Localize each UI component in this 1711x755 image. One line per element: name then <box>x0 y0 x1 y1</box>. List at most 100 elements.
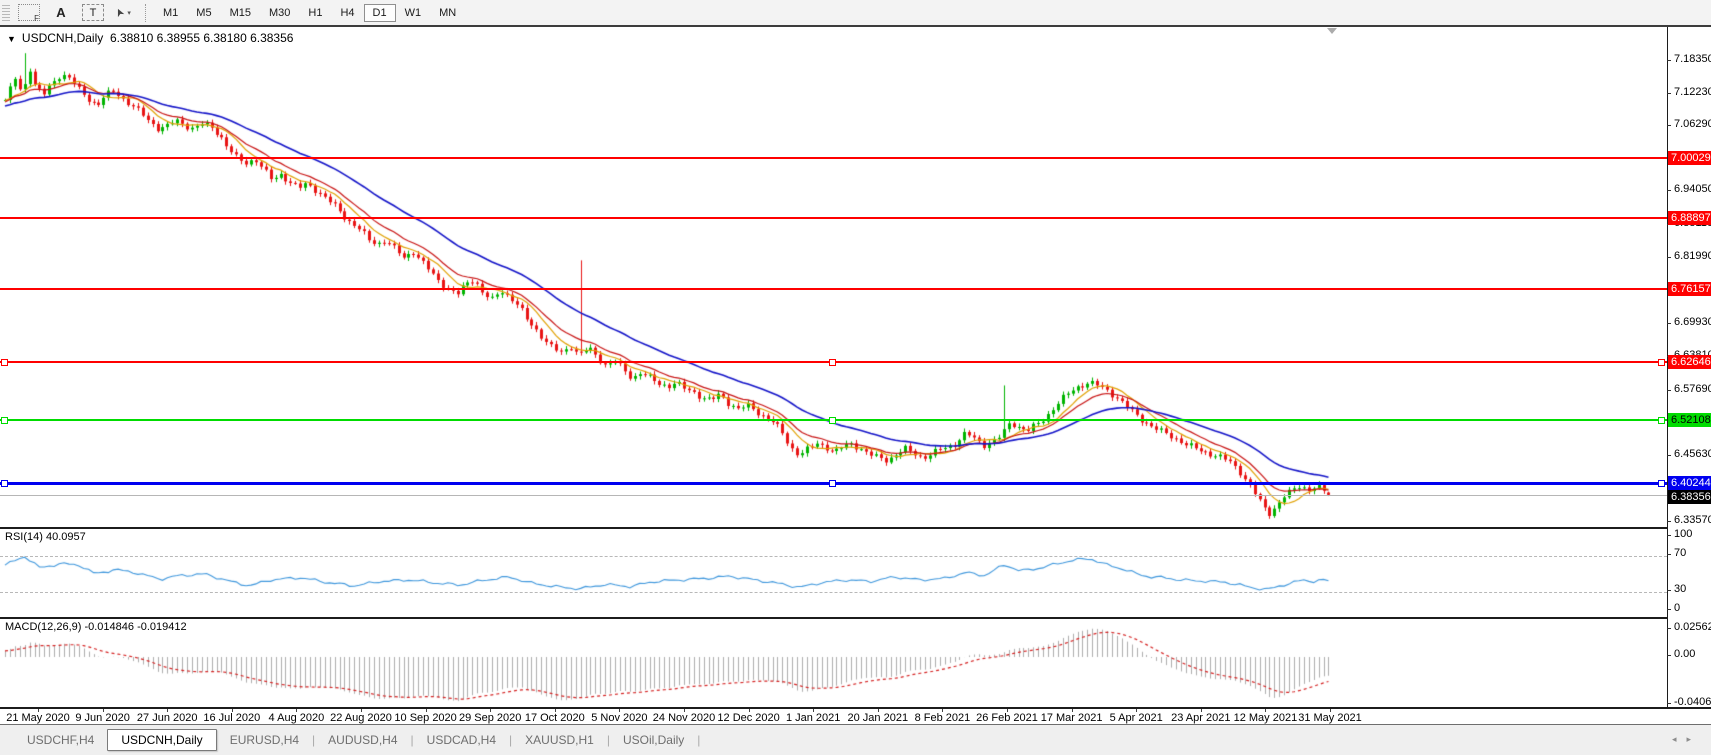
cursor-tool-button[interactable]: ➤ ▾ <box>109 3 137 23</box>
price-flag-7.00029: 7.00029 <box>1668 151 1711 165</box>
hline-handle[interactable] <box>829 480 836 487</box>
rsi-tick-label: 30 <box>1674 583 1687 595</box>
date-label: 10 Sep 2020 <box>394 712 457 724</box>
date-label: 5 Apr 2021 <box>1109 712 1163 724</box>
hline-handle[interactable] <box>829 417 836 424</box>
price-tick-dash <box>1667 390 1671 391</box>
value-axis[interactable]: 7.183507.122307.062906.940506.881106.819… <box>1667 27 1711 708</box>
rsi-tick-label: 0 <box>1674 602 1681 614</box>
date-label: 23 Apr 2021 <box>1171 712 1231 724</box>
hline-handle[interactable] <box>1 417 8 424</box>
last-price-flag: 6.38356 <box>1668 490 1711 504</box>
tab-audusd-h4[interactable]: AUDUSD,H4 <box>328 733 398 747</box>
price-flag-6.88897: 6.88897 <box>1668 211 1711 225</box>
date-tick <box>1136 709 1138 712</box>
date-tick <box>1071 709 1073 712</box>
price-chart-pane: ▼ USDCNH,Daily 6.38810 6.38955 6.38180 6.… <box>0 27 1667 527</box>
hline-6.76157[interactable] <box>0 288 1667 290</box>
price-tick-dash <box>1667 60 1671 61</box>
price-tick-label: 7.18350 <box>1674 53 1711 65</box>
rsi-canvas[interactable] <box>0 529 1667 617</box>
rsi-tick-label: 100 <box>1674 528 1693 540</box>
macd-tick-dash <box>1667 655 1671 656</box>
chart-shift-marker[interactable] <box>1327 28 1337 34</box>
price-tick-label: 6.57690 <box>1674 383 1711 395</box>
hline-handle[interactable] <box>1658 359 1665 366</box>
toolbar: F A T ➤ ▾ M1 M5 M15 M30 H1 H4 D1 W1 MN <box>0 0 1711 27</box>
price-tick-label: 6.69930 <box>1674 316 1711 328</box>
f-grid-icon[interactable]: F <box>18 4 40 23</box>
timeframe-mn[interactable]: MN <box>439 6 457 19</box>
date-tick <box>942 709 944 712</box>
date-label: 4 Aug 2020 <box>268 712 325 724</box>
tab-usdcnh-daily[interactable]: USDCNH,Daily <box>107 729 217 751</box>
date-label: 27 Jun 2020 <box>136 712 198 724</box>
hline-handle[interactable] <box>829 359 836 366</box>
timeframe-m1[interactable]: M1 <box>163 6 179 19</box>
price-chart-canvas[interactable] <box>0 27 1667 527</box>
collapse-triangle-icon[interactable]: ▼ <box>7 34 16 44</box>
date-label: 9 Jun 2020 <box>75 712 130 724</box>
price-tick-dash <box>1667 93 1671 94</box>
timeframe-m30[interactable]: M30 <box>268 6 291 19</box>
hline-7.00029[interactable] <box>0 157 1667 159</box>
date-tick <box>619 709 621 712</box>
date-label: 29 Sep 2020 <box>458 712 522 724</box>
timeframe-m5[interactable]: M5 <box>196 6 212 19</box>
chart-ohlc-values: 6.38810 6.38955 6.38180 6.38356 <box>109 31 294 45</box>
price-tick-label: 6.45630 <box>1674 448 1711 460</box>
rsi-tick-dash <box>1667 590 1671 591</box>
f-grid-label: F <box>34 14 39 23</box>
hline-handle[interactable] <box>1658 417 1665 424</box>
date-tick <box>684 709 685 712</box>
chevron-down-icon[interactable]: ▾ <box>127 9 131 17</box>
hline-handle[interactable] <box>1 359 8 366</box>
tab-usdchf-h4[interactable]: USDCHF,H4 <box>27 733 95 747</box>
timeframe-d1[interactable]: D1 <box>363 3 396 22</box>
tab-usdcad-h4[interactable]: USDCAD,H4 <box>426 733 497 747</box>
font-a-button[interactable]: A <box>56 5 66 20</box>
date-label: 31 May 2021 <box>1298 712 1362 724</box>
tab-xauusd-h1[interactable]: XAUUSD,H1 <box>525 733 594 747</box>
tabs: USDCHF,H4 USDCNH,Daily EURUSD,H4 | AUDUSD,H4… <box>14 729 700 751</box>
timeframe-w1[interactable]: W1 <box>404 6 422 19</box>
hline-handle[interactable] <box>1 480 8 487</box>
macd-canvas[interactable] <box>0 619 1667 707</box>
text-box-button[interactable]: T <box>82 4 104 21</box>
price-tick-label: 6.33570 <box>1674 514 1711 526</box>
chart-title: ▼ USDCNH,Daily 6.38810 6.38955 6.38180 6.… <box>7 31 293 45</box>
tab-scroll-left-icon[interactable]: ◂ <box>1671 734 1687 744</box>
toolbar-separator <box>145 3 147 22</box>
timeframe-m15[interactable]: M15 <box>229 6 251 19</box>
tab-eurusd-h4[interactable]: EURUSD,H4 <box>229 733 300 747</box>
tab-separator: | <box>697 733 701 747</box>
macd-tick-label: 0.025623 <box>1674 621 1711 633</box>
tab-scroll-arrows: ◂▸ <box>1672 734 1701 745</box>
date-tick <box>1007 709 1008 712</box>
timeframe-h4[interactable]: H4 <box>340 6 355 19</box>
price-tick-label: 6.94050 <box>1674 183 1711 195</box>
tab-separator: | <box>410 733 414 747</box>
date-label: 26 Feb 2021 <box>976 712 1038 724</box>
rsi-tick-dash <box>1667 535 1671 536</box>
rsi-pane: RSI(14) 40.0957 <box>0 527 1667 617</box>
price-tick-dash <box>1667 521 1671 522</box>
hline-6.88897[interactable] <box>0 217 1667 219</box>
hline-handle[interactable] <box>1658 480 1665 487</box>
rsi-level-line <box>0 592 1667 593</box>
date-label: 12 Dec 2020 <box>717 712 780 724</box>
date-tick <box>1200 709 1202 712</box>
toolbar-grip[interactable] <box>2 4 10 21</box>
date-label: 20 Jan 2021 <box>847 712 909 724</box>
price-tick-dash <box>1667 455 1671 456</box>
date-tick <box>167 709 169 712</box>
tab-usoil-daily[interactable]: USOil,Daily <box>622 733 685 747</box>
date-tick <box>813 709 815 712</box>
date-axis[interactable]: 21 May 2020 9 Jun 2020 27 Jun 2020 16 Jul 2… <box>0 707 1711 724</box>
macd-tick-dash <box>1667 628 1671 629</box>
timeframe-h1[interactable]: H1 <box>308 6 323 19</box>
chart-tab-bar: USDCHF,H4 USDCNH,Daily EURUSD,H4 | AUDUSD,H4… <box>0 724 1711 755</box>
date-label: 24 Nov 2020 <box>652 712 716 724</box>
tab-scroll-right-icon[interactable]: ▸ <box>1686 734 1701 744</box>
cursor-icon: ➤ <box>112 5 128 20</box>
